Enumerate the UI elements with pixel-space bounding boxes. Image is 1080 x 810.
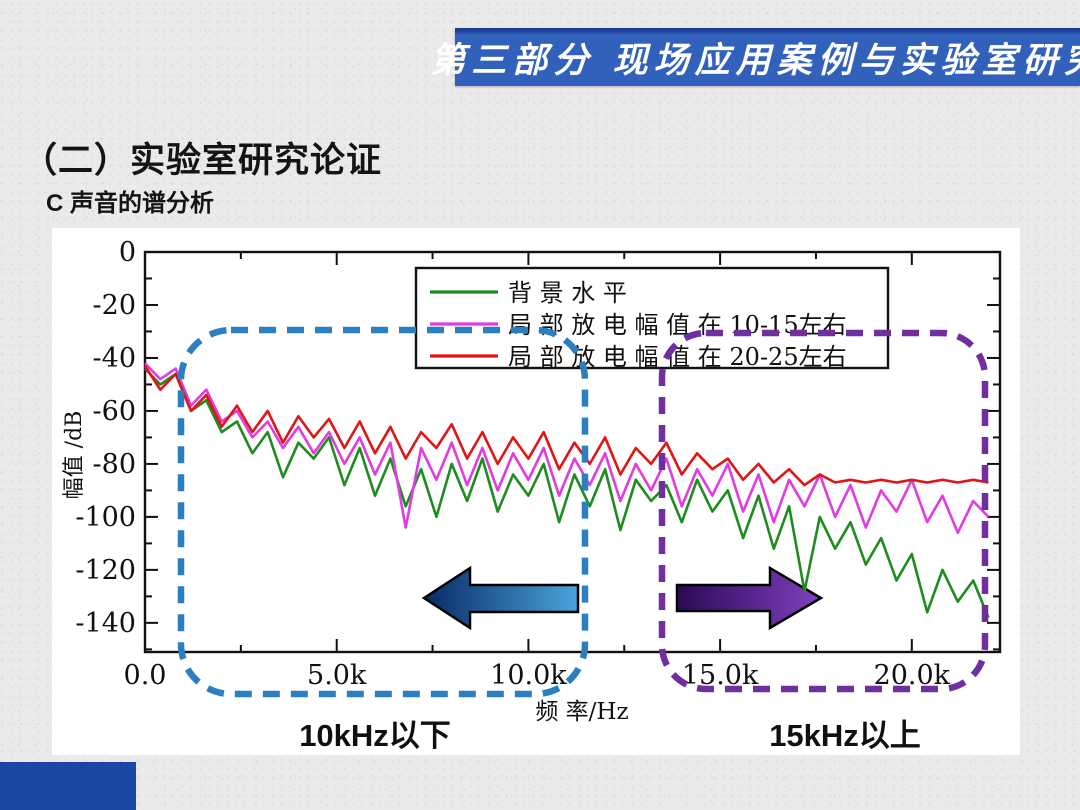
dashed-box-above-15khz [658, 329, 989, 693]
region-label-above-15khz: 15kHz以上 [769, 718, 921, 753]
tick-labels: 0.0 5.0k 10.0k 15.0k 20.0k 0 -20 -40 -60 -80 -100 -… [75, 237, 950, 691]
x-tick-label: 10.0k [490, 660, 567, 691]
header-banner: 第三部分 现场应用案例与实验室研究 [430, 28, 1080, 86]
corner-accent-block [0, 762, 136, 810]
region-label-below-10khz: 10kHz以下 [299, 718, 451, 753]
y-tick-label: -120 [75, 555, 136, 586]
x-tick-label: 0.0 [124, 660, 167, 691]
y-tick-label: -20 [93, 290, 136, 321]
y-axis-label: 幅值 /dB [62, 410, 87, 500]
y-tick-label: -80 [93, 449, 136, 480]
x-axis-label: 频 率/Hz [535, 699, 629, 725]
y-tick-label: -40 [93, 343, 136, 374]
y-tick-label: -60 [93, 396, 136, 427]
y-tick-label: -140 [75, 608, 136, 639]
series-line-1 [144, 362, 990, 535]
legend-entry-label: 背 景 水 平 [508, 279, 627, 307]
x-tick-label: 5.0k [307, 660, 367, 691]
y-tick-label: -100 [75, 502, 136, 533]
dashed-box-below-10khz [177, 326, 589, 698]
series-line-0 [144, 367, 990, 619]
page-title: （二）实验室研究论证 [22, 141, 383, 180]
page-subtitle: C 声音的谱分析 [46, 190, 214, 217]
header-banner-text: 第三部分 现场应用案例与实验室研究 [430, 39, 1080, 81]
x-tick-label: 15.0k [682, 660, 759, 691]
x-tick-label: 20.0k [874, 660, 951, 691]
direction-arrows [421, 565, 824, 631]
y-tick-label: 0 [119, 237, 136, 268]
arrow-left-icon [421, 565, 580, 631]
axes [143, 250, 1002, 654]
arrow-right-icon [675, 565, 824, 631]
series-line-2 [143, 365, 989, 487]
dashed-region-boxes [177, 326, 989, 698]
